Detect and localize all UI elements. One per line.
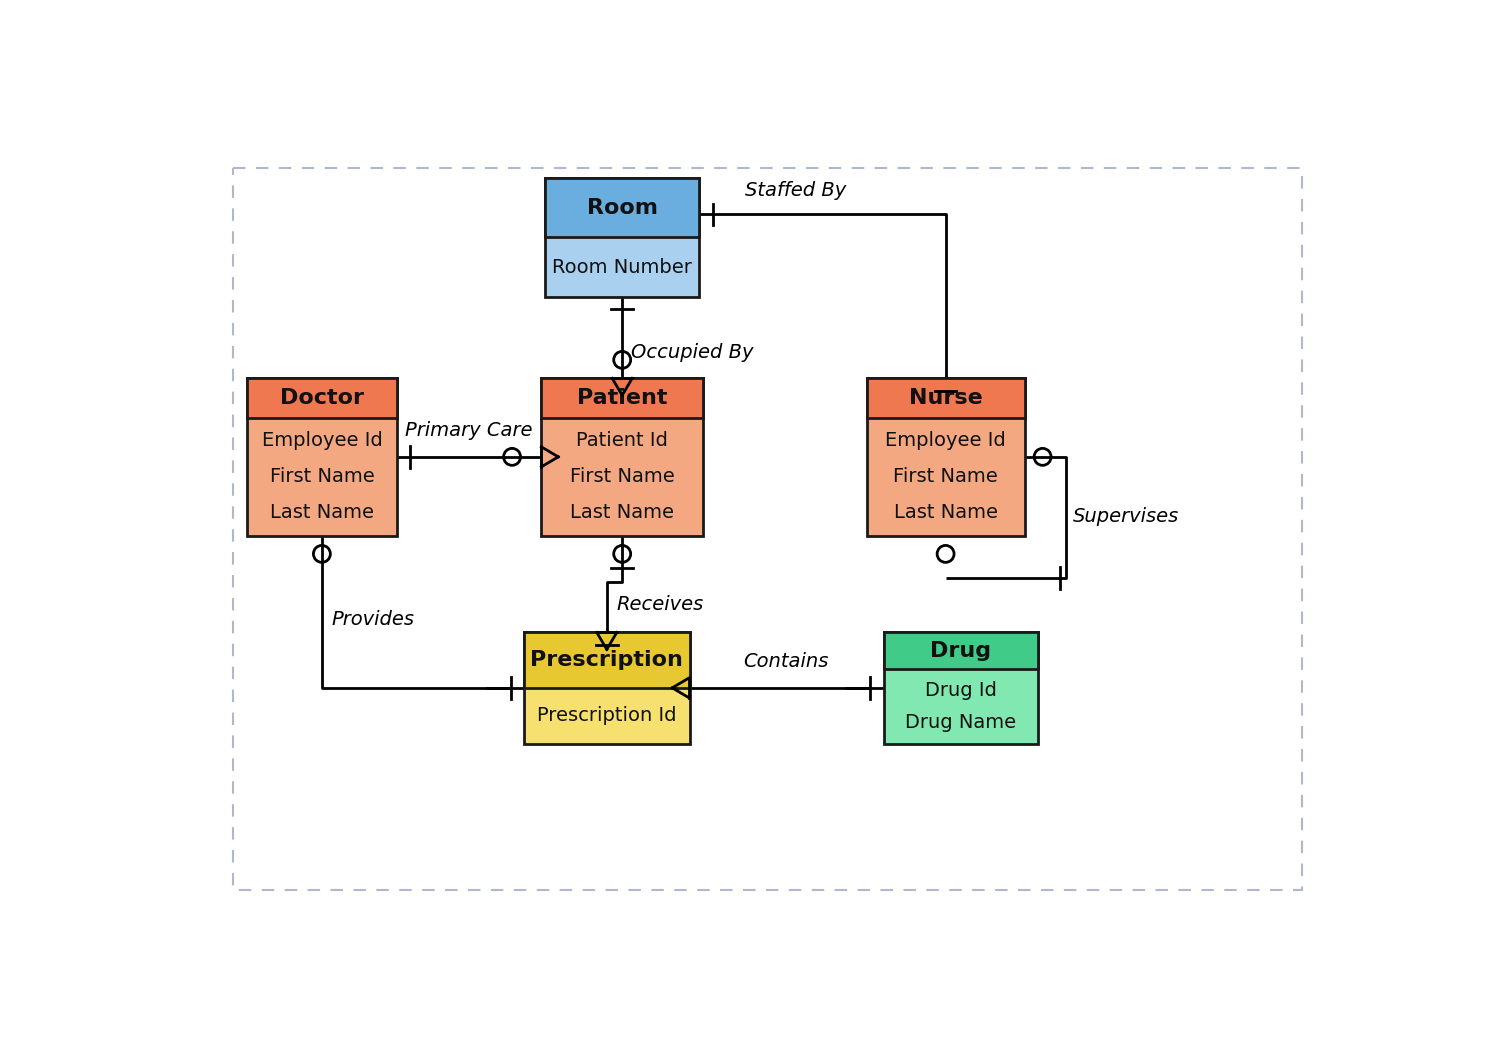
Text: Occupied By: Occupied By xyxy=(632,344,753,363)
Text: First Name: First Name xyxy=(893,467,998,486)
Text: Prescription Id: Prescription Id xyxy=(538,706,677,725)
FancyBboxPatch shape xyxy=(545,178,700,298)
FancyBboxPatch shape xyxy=(867,378,1025,537)
Text: Last Name: Last Name xyxy=(571,503,674,522)
Text: Employee Id: Employee Id xyxy=(885,432,1007,451)
FancyBboxPatch shape xyxy=(884,632,1038,744)
Text: Drug Name: Drug Name xyxy=(905,714,1017,733)
Text: Employee Id: Employee Id xyxy=(262,432,382,451)
Text: First Name: First Name xyxy=(569,467,674,486)
FancyBboxPatch shape xyxy=(884,632,1038,670)
FancyBboxPatch shape xyxy=(524,632,691,744)
Text: Nurse: Nurse xyxy=(909,388,983,408)
Text: Drug: Drug xyxy=(930,641,992,661)
FancyBboxPatch shape xyxy=(247,378,397,417)
Text: Staffed By: Staffed By xyxy=(746,181,846,200)
FancyBboxPatch shape xyxy=(247,378,397,537)
FancyBboxPatch shape xyxy=(541,378,703,537)
Text: Provides: Provides xyxy=(331,610,413,629)
FancyBboxPatch shape xyxy=(541,378,703,417)
Text: Contains: Contains xyxy=(743,652,828,671)
Text: Doctor: Doctor xyxy=(280,388,364,408)
FancyBboxPatch shape xyxy=(524,632,691,687)
Text: Supervises: Supervises xyxy=(1073,507,1179,526)
Text: Last Name: Last Name xyxy=(894,503,998,522)
FancyBboxPatch shape xyxy=(545,178,700,238)
Text: First Name: First Name xyxy=(270,467,374,486)
Text: Last Name: Last Name xyxy=(270,503,374,522)
FancyBboxPatch shape xyxy=(867,378,1025,417)
Text: Patient Id: Patient Id xyxy=(577,432,668,451)
Text: Room: Room xyxy=(587,198,658,218)
Text: Room Number: Room Number xyxy=(553,258,692,277)
Text: Receives: Receives xyxy=(616,595,703,614)
Bar xyxy=(234,168,1302,891)
Text: Prescription: Prescription xyxy=(530,650,683,670)
Text: Primary Care: Primary Care xyxy=(406,421,533,440)
Text: Drug Id: Drug Id xyxy=(926,681,998,700)
Text: Patient: Patient xyxy=(577,388,668,408)
